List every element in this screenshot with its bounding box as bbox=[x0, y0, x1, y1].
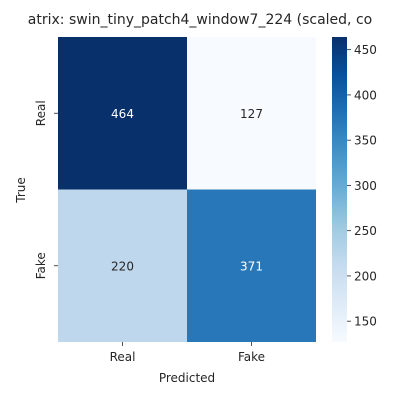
colorbar-tick-label: 300 bbox=[354, 179, 377, 193]
colorbar-tick-label: 200 bbox=[354, 269, 377, 283]
heatmap-cell-label: 127 bbox=[240, 107, 263, 121]
x-axis-label: Predicted bbox=[159, 371, 215, 385]
heatmap-cells bbox=[58, 37, 316, 342]
y-tick-label: Real bbox=[34, 100, 48, 126]
colorbar bbox=[332, 37, 347, 342]
x-tick-label: Real bbox=[110, 350, 136, 364]
colorbar-tick-label: 350 bbox=[354, 134, 377, 148]
heatmap-cell bbox=[58, 37, 187, 190]
chart-title: atrix: swin_tiny_patch4_window7_224 (sca… bbox=[28, 12, 372, 28]
heatmap-cell-label: 464 bbox=[111, 107, 134, 121]
heatmap-cell bbox=[187, 37, 316, 190]
colorbar-tick-label: 150 bbox=[354, 315, 377, 329]
y-axis-label: True bbox=[14, 177, 28, 204]
heatmap-cell bbox=[187, 189, 316, 342]
x-axis-ticks: Real Fake bbox=[110, 342, 265, 364]
heatmap-cell-label: 371 bbox=[240, 259, 263, 273]
heatmap-cell-label: 220 bbox=[111, 259, 134, 273]
x-tick-label: Fake bbox=[238, 350, 265, 364]
y-axis-ticks: Real Fake bbox=[34, 100, 58, 279]
colorbar-tick-label: 250 bbox=[354, 224, 377, 238]
colorbar-tick-label: 400 bbox=[354, 88, 377, 102]
colorbar-ticks: 150 200 250 300 350 400 450 bbox=[347, 43, 377, 329]
heatmap-cell bbox=[58, 189, 187, 342]
colorbar-tick-label: 450 bbox=[354, 43, 377, 57]
heatmap-cell-labels: 464 127 220 371 bbox=[111, 107, 263, 274]
y-tick-label: Fake bbox=[34, 252, 48, 279]
